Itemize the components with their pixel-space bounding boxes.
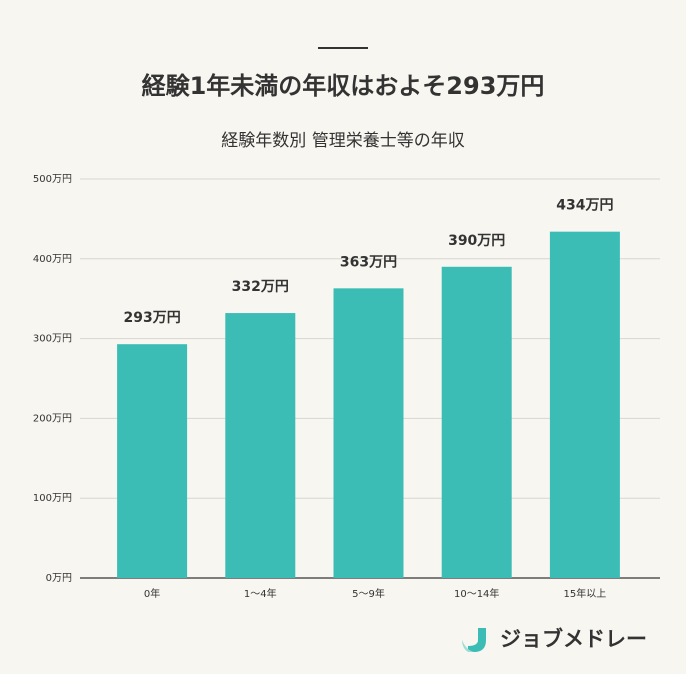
chart-title: 経験1年未満の年収はおよそ293万円 [142, 72, 545, 100]
logo-icon-accent [462, 640, 474, 652]
x-tick-label: 10～14年 [454, 587, 499, 600]
bar [117, 344, 188, 578]
bar [441, 266, 512, 578]
value-label: 390万円 [448, 233, 505, 249]
value-label: 332万円 [232, 279, 289, 295]
x-tick-label: 15年以上 [564, 587, 607, 600]
y-tick-label: 300万円 [33, 334, 72, 345]
y-tick-label: 100万円 [33, 493, 72, 504]
bar [549, 231, 620, 578]
value-label: 293万円 [123, 310, 180, 326]
x-tick-label: 0年 [144, 587, 160, 600]
value-label: 434万円 [556, 198, 613, 214]
logo: ジョブメドレー [462, 627, 647, 652]
x-tick-label: 1～4年 [244, 587, 277, 600]
y-tick-label: 0万円 [46, 573, 72, 584]
logo-text: ジョブメドレー [500, 627, 647, 651]
x-tick-label: 5～9年 [352, 587, 385, 600]
chart-subtitle: 経験年数別 管理栄養士等の年収 [221, 131, 464, 151]
logo-icon [468, 628, 486, 652]
bar [225, 313, 296, 578]
y-tick-label: 400万円 [33, 254, 72, 265]
y-tick-label: 200万円 [33, 413, 72, 424]
bar [333, 288, 404, 578]
y-tick-label: 500万円 [33, 174, 72, 185]
value-label: 363万円 [340, 254, 397, 270]
